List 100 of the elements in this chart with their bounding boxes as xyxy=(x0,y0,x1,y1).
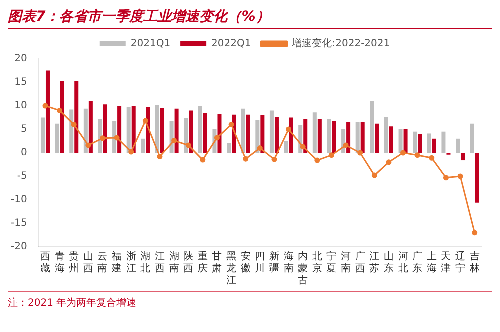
bar xyxy=(40,118,45,153)
bar xyxy=(55,124,60,153)
bar xyxy=(384,117,388,153)
bar xyxy=(98,119,102,153)
bar xyxy=(461,153,466,161)
bar xyxy=(189,110,194,153)
point xyxy=(228,122,234,128)
bar xyxy=(260,115,265,153)
bar xyxy=(332,121,336,153)
x-tick-label: 湖北 xyxy=(140,250,151,275)
point xyxy=(272,156,278,162)
bar xyxy=(203,113,208,153)
bar xyxy=(218,114,222,153)
bar xyxy=(241,108,246,153)
bar xyxy=(398,130,403,153)
bar xyxy=(112,121,117,153)
bar xyxy=(360,122,365,153)
y-tick-label: 20 xyxy=(14,54,28,65)
x-tick-label: 海南 xyxy=(284,250,294,275)
bar xyxy=(118,106,122,153)
bar xyxy=(356,122,360,153)
point xyxy=(358,150,364,156)
bar xyxy=(141,138,146,153)
bar xyxy=(198,106,202,153)
x-tick-label: 陕西 xyxy=(184,250,194,275)
bar xyxy=(312,112,317,153)
bar xyxy=(370,101,374,153)
x-tick-label: 广西 xyxy=(355,250,366,275)
point xyxy=(186,142,192,148)
bar xyxy=(456,138,460,153)
point xyxy=(200,157,206,163)
bar xyxy=(126,106,131,153)
x-tick-label: 辽宁 xyxy=(456,250,466,275)
point xyxy=(71,122,77,128)
bar xyxy=(270,110,274,153)
bar xyxy=(327,119,332,153)
point xyxy=(128,149,134,155)
point xyxy=(328,152,334,158)
x-tick-label: 新疆 xyxy=(269,250,280,275)
x-tick-label: 上海 xyxy=(426,250,437,275)
x-tick-label: 四川 xyxy=(255,252,266,275)
x-tick-label: 重庆 xyxy=(198,250,208,275)
x-tick-label: 江西 xyxy=(154,250,165,275)
bar xyxy=(155,105,160,153)
bar xyxy=(160,108,164,153)
y-tick-label: 5 xyxy=(20,124,28,136)
legend-label: 2022Q1 xyxy=(212,38,252,50)
bar xyxy=(84,108,88,153)
point xyxy=(172,138,178,144)
bar xyxy=(103,104,108,153)
bar xyxy=(60,82,64,153)
bar xyxy=(318,119,322,153)
x-tick-label: 西藏 xyxy=(40,252,50,275)
x-tick-label: 广东 xyxy=(412,250,423,275)
bar xyxy=(88,101,93,153)
y-tick-label: -5 xyxy=(17,171,28,182)
x-tick-label: 贵州 xyxy=(69,250,80,275)
point xyxy=(314,158,320,164)
x-tick-label: 江苏 xyxy=(370,250,380,275)
point xyxy=(400,150,406,156)
point xyxy=(372,172,378,178)
point xyxy=(286,126,292,132)
bar xyxy=(246,114,250,153)
legend-label: 2021Q1 xyxy=(130,38,171,50)
x-tick-label: 甘肃 xyxy=(212,250,222,275)
point xyxy=(142,118,148,124)
x-tick-label: 河南 xyxy=(341,250,352,275)
x-tick-label: 天津 xyxy=(441,252,452,275)
y-tick-label: -20 xyxy=(10,242,28,253)
y-tick-label: 0 xyxy=(20,148,28,159)
point xyxy=(42,103,48,109)
x-tick-label: 宁夏 xyxy=(326,250,337,275)
x-tick-label: 浙江 xyxy=(126,250,136,275)
x-tick-label: 青海 xyxy=(54,250,65,275)
bar xyxy=(184,118,188,153)
bar xyxy=(470,124,474,153)
x-tick-label: 山东 xyxy=(384,250,394,275)
point xyxy=(243,156,249,162)
y-tick-label: -15 xyxy=(10,218,28,230)
point xyxy=(157,154,163,160)
bar xyxy=(74,82,79,153)
y-tick-label: -10 xyxy=(10,194,28,206)
point xyxy=(114,135,120,141)
bar xyxy=(404,130,408,153)
x-tick-label: 北京 xyxy=(312,250,322,275)
bar xyxy=(413,132,418,153)
x-tick-label: 湖南 xyxy=(169,250,180,275)
y-tick-label: 15 xyxy=(14,77,28,88)
x-tick-label: 内蒙古 xyxy=(298,250,308,287)
bar xyxy=(70,110,74,153)
bar xyxy=(174,108,179,153)
bar xyxy=(375,124,380,153)
bar xyxy=(46,70,50,153)
x-tick-label: 山西 xyxy=(83,250,94,275)
bar xyxy=(284,141,288,153)
point xyxy=(429,155,435,161)
x-tick-label: 黑龙江 xyxy=(226,252,237,287)
point xyxy=(343,142,349,148)
point xyxy=(86,142,92,148)
point xyxy=(386,160,392,166)
